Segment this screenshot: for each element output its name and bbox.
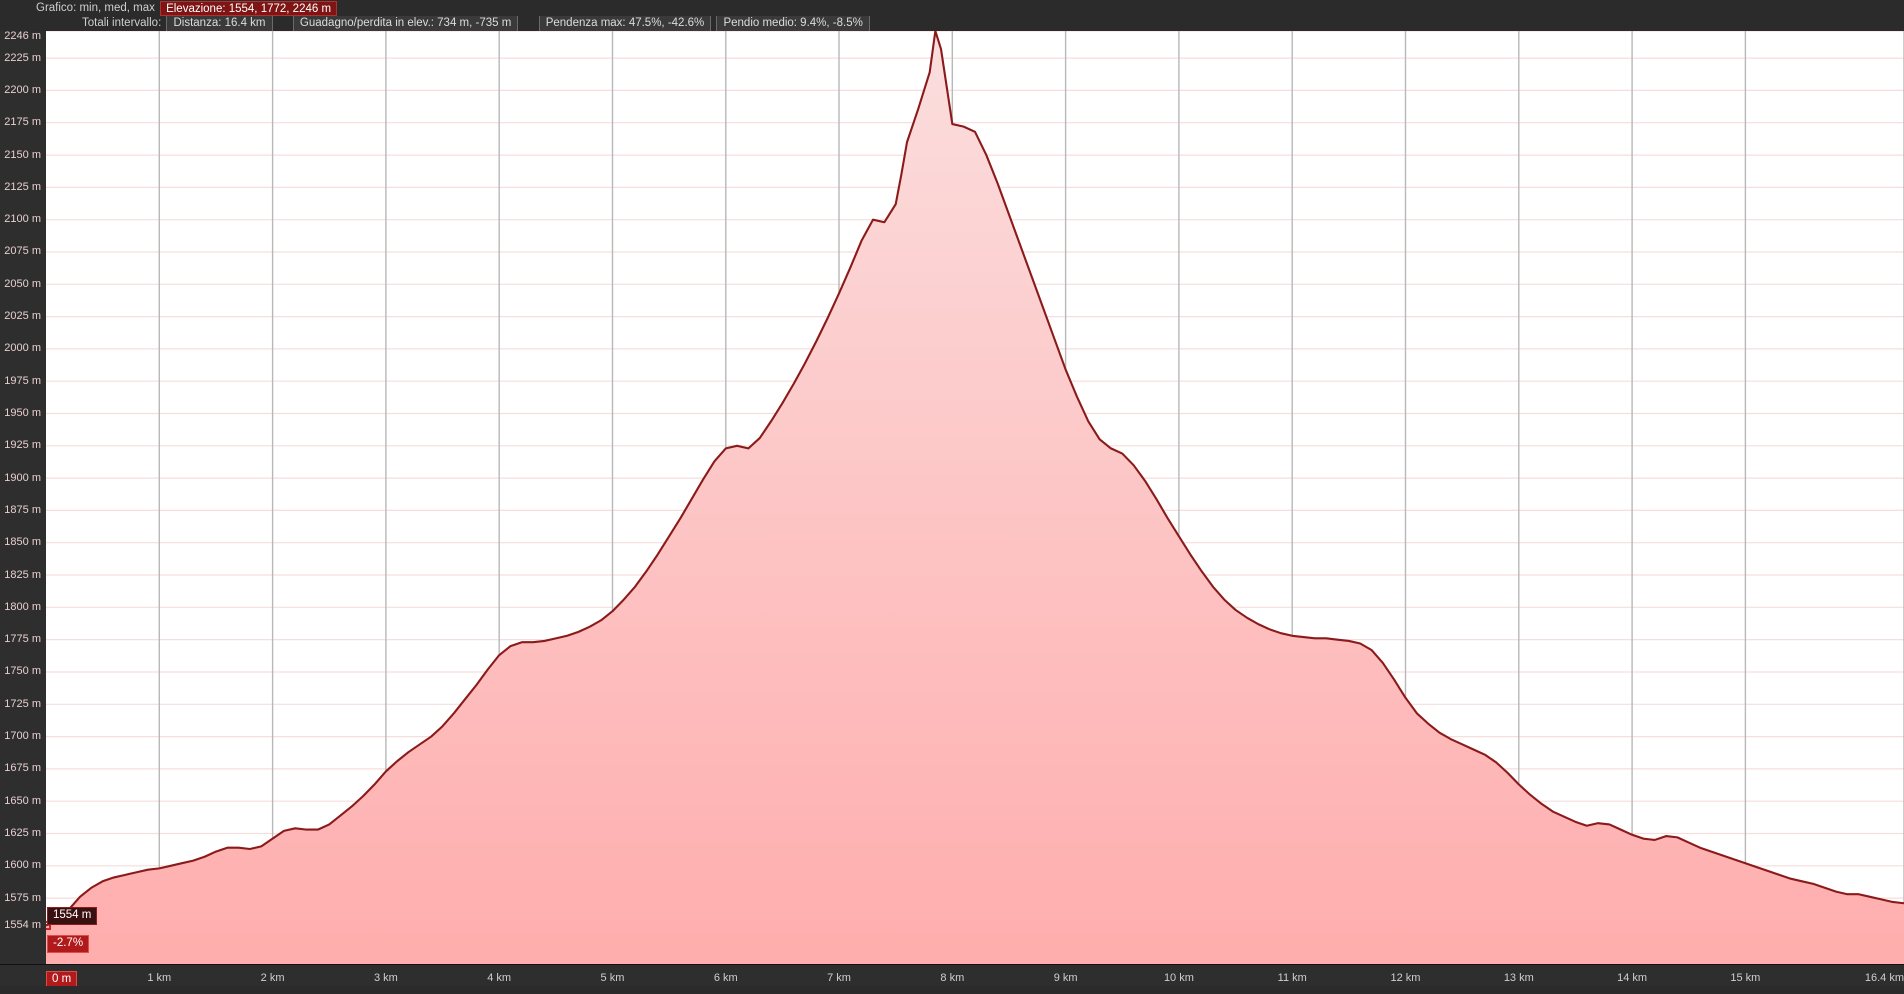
y-axis-tick-label: 1875 m — [4, 503, 41, 516]
y-axis-tick-label: 2100 m — [4, 213, 41, 226]
y-axis-tick-label: 2050 m — [4, 277, 41, 290]
x-axis-tick-label: 13 km — [1503, 972, 1534, 984]
chart-container: 2246 m 2225 m 2200 m 2175 m 2150 m 2125 m 2100… — [0, 31, 1904, 994]
elevation-area — [46, 31, 1904, 964]
x-axis-tick-label: 15 km — [1730, 972, 1761, 984]
avg-grade-stat[interactable]: Pendio medio: 9.4%, -8.5% — [716, 16, 870, 31]
stats-header-row-1: Grafico: min, med, max Elevazione: 1554,… — [0, 1, 1904, 16]
stats-header-row-2: Totali intervallo: Distanza: 16.4 km Gua… — [0, 16, 1904, 31]
y-axis-tick-label: 1925 m — [4, 439, 41, 452]
start-distance-badge[interactable]: 0 m — [46, 971, 78, 989]
window-bottom-strip — [0, 986, 1904, 994]
x-axis-tick-label: 16.4 km — [1864, 972, 1904, 984]
start-grade-badge[interactable]: -2.7% — [47, 935, 90, 953]
x-axis-tick-label: 8 km — [940, 972, 965, 984]
y-axis-tick-label: 1825 m — [4, 568, 41, 581]
y-axis-tick-label: 1650 m — [4, 794, 41, 807]
y-axis-tick-label: 2075 m — [4, 245, 41, 258]
y-axis-tick-label: 1575 m — [4, 891, 41, 904]
y-axis-tick-label: 2246 m — [4, 30, 41, 42]
y-axis-tick-label: 2200 m — [4, 83, 41, 96]
x-axis-tick-label: 3 km — [373, 972, 398, 984]
x-axis-tick-label: 11 km — [1277, 972, 1307, 984]
max-grade-stat[interactable]: Pendenza max: 47.5%, -42.6% — [538, 16, 712, 31]
y-axis-tick-label: 1554 m — [4, 918, 41, 931]
chart-stats-label: Grafico: min, med, max — [36, 2, 155, 14]
x-axis-tick-label: 6 km — [713, 972, 738, 984]
distance-stat[interactable]: Distanza: 16.4 km — [166, 16, 273, 31]
plot-area[interactable]: 1554 m -2.7% — [46, 31, 1904, 964]
x-axis-tick-label: 7 km — [827, 972, 851, 984]
y-axis-tick-label: 2025 m — [4, 310, 41, 323]
y-axis-tick-label: 2225 m — [4, 51, 41, 64]
x-axis-tick-label: 2 km — [260, 972, 285, 984]
x-axis-tick-label: 4 km — [487, 972, 512, 984]
y-axis-tick-label: 1975 m — [4, 374, 41, 387]
x-axis-tick-label: 14 km — [1617, 972, 1648, 984]
y-axis-tick-label: 1850 m — [4, 536, 41, 549]
y-axis-tick-label: 1625 m — [4, 826, 41, 839]
elevation-gain-loss-stat[interactable]: Guadagno/perdita in elev.: 734 m, -735 m — [292, 16, 519, 31]
x-axis-tick-label: 5 km — [600, 972, 625, 984]
y-axis-tick-label: 2150 m — [4, 148, 41, 161]
elevation-chart-svg[interactable] — [46, 31, 1904, 964]
y-axis-tick-label: 2000 m — [4, 342, 41, 355]
y-axis-tick-label: 1700 m — [4, 730, 41, 743]
x-axis-tick-label: 1 km — [147, 972, 172, 984]
y-axis-tick-label: 1675 m — [4, 762, 41, 775]
y-axis-tick-label: 1775 m — [4, 633, 41, 646]
y-axis-tick-label: 2175 m — [4, 116, 41, 129]
y-axis-tick-label: 1900 m — [4, 471, 41, 484]
y-axis-tick-label: 2125 m — [4, 180, 41, 193]
x-axis-tick-label: 9 km — [1053, 972, 1078, 984]
x-axis-tick-label: 10 km — [1163, 972, 1194, 984]
elevation-chip[interactable]: Elevazione: 1554, 1772, 2246 m — [160, 1, 338, 16]
start-elevation-badge[interactable]: 1554 m — [47, 907, 98, 926]
y-axis-tick-label: 1600 m — [4, 859, 41, 872]
y-axis-tick-label: 1725 m — [4, 697, 41, 710]
y-axis-tick-label: 1750 m — [4, 665, 41, 678]
elevation-line — [46, 31, 1904, 927]
interval-totals-label: Totali intervallo: — [82, 17, 162, 29]
y-axis-tick-label: 1950 m — [4, 407, 41, 419]
x-axis-tick-label: 12 km — [1390, 972, 1421, 984]
y-axis: 2246 m 2225 m 2200 m 2175 m 2150 m 2125 m 2100… — [0, 31, 46, 964]
stats-header: Grafico: min, med, max Elevazione: 1554,… — [0, 0, 1904, 31]
y-axis-tick-label: 1800 m — [4, 600, 41, 613]
